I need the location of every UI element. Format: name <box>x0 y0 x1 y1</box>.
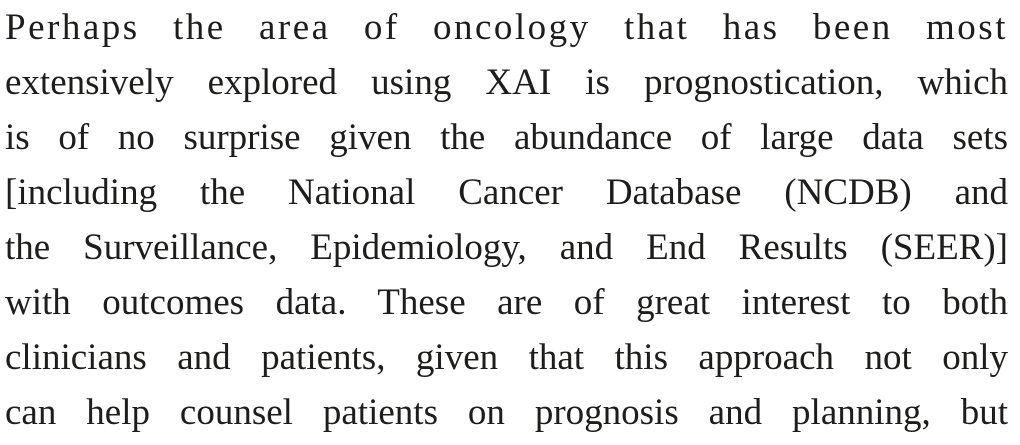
text-line-7: clinicians and patients, given that this… <box>5 337 1008 378</box>
text-line-6: with outcomes data. These are of great i… <box>5 282 1008 323</box>
text-line-2: extensively explored using XAI is progno… <box>5 62 1008 103</box>
body-paragraph: Perhaps the area of oncology that has be… <box>5 0 1008 440</box>
text-line-1: Perhaps the area of oncology that has be… <box>5 7 1008 48</box>
text-line-4: [including the National Cancer Database … <box>5 172 1008 213</box>
text-line-3: is of no surprise given the abundance of… <box>5 117 1008 158</box>
text-line-8: can help counsel patients on prognosis a… <box>5 392 1008 433</box>
text-line-5: the Surveillance, Epidemiology, and End … <box>5 227 1008 268</box>
